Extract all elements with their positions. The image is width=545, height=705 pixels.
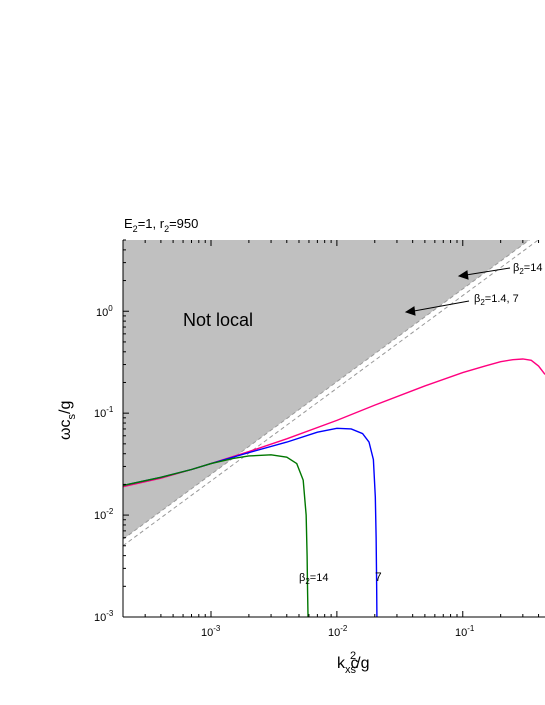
ytick-label-1e-2: 10-2: [94, 507, 114, 522]
region-label: Not local: [183, 310, 253, 330]
dashed-boundary-1: [123, 240, 540, 547]
y-axis-label: ωcs/g: [57, 401, 78, 440]
xtick-label-1e-3: 10-3: [201, 624, 221, 639]
annotation-beta-14-green: β2=14: [299, 572, 328, 586]
ticks: [122, 239, 540, 618]
x-axis-label: kxcs2/g: [337, 650, 369, 676]
annotation-beta-14-top: β2=14: [513, 262, 542, 276]
annotation-beta-1.4-7: β2=1.4, 7: [474, 293, 519, 307]
annotation-7-blue: 7: [375, 570, 382, 584]
ytick-label-1e0: 100: [96, 304, 113, 319]
dashed-boundary-0: [123, 240, 531, 540]
ytick-label-1e-1: 10-1: [94, 405, 114, 420]
ytick-label-1e-3: 10-3: [94, 609, 114, 624]
xtick-label-1e-2: 10-2: [328, 624, 348, 639]
annotation-arrows: [404, 267, 511, 316]
series-line-2: [123, 454, 309, 617]
xtick-label-1e-1: 10-1: [455, 624, 475, 639]
header-annotation: E2=1, r2=950: [124, 216, 198, 234]
dashed-lines: [123, 240, 540, 547]
series-layer: [123, 358, 545, 617]
